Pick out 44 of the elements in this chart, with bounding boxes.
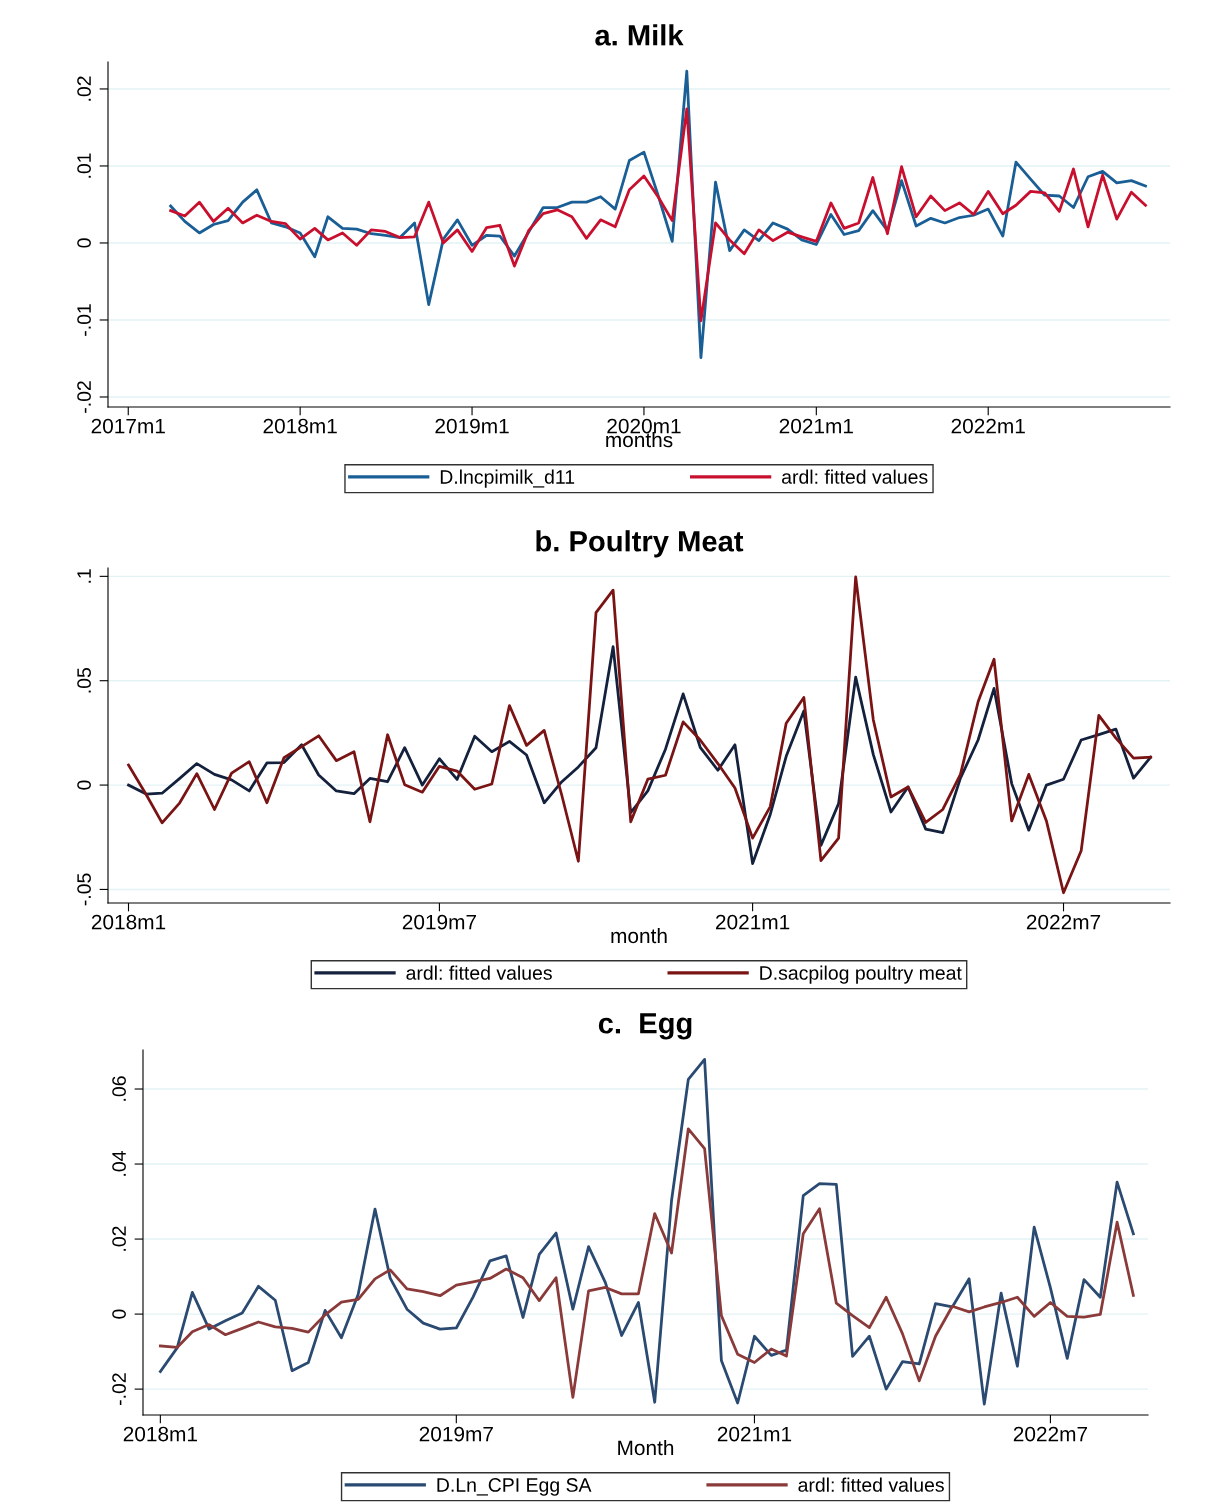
x-axis-title: month (611, 927, 667, 944)
legend-label: D.lncpimilk_d11 (440, 469, 575, 488)
y-tick-label: -.05 (77, 873, 91, 906)
y-tick-label: .1 (77, 569, 91, 583)
y-tick-label: .04 (112, 1151, 126, 1176)
line-series (169, 107, 1147, 323)
x-axis-title: Month (618, 1439, 674, 1456)
chart-title: c. Egg (598, 1013, 692, 1040)
legend-label: ardl: fitted values (798, 1477, 944, 1492)
legend-label: ardl: fitted values (782, 469, 928, 484)
y-tick-label: .01 (77, 153, 91, 178)
x-tick-label: 2021m1 (717, 1426, 792, 1442)
x-tick-label: 2019m1 (435, 418, 509, 434)
x-tick-label: 2022m7 (1026, 914, 1101, 930)
x-tick-label: 2022m7 (1013, 1426, 1088, 1442)
x-tick-label: 2022m1 (951, 418, 1025, 434)
y-tick-label: .02 (112, 1226, 126, 1251)
y-tick-label: -.02 (77, 381, 91, 413)
y-tick-label: 0 (77, 780, 91, 790)
x-axis-title: months (606, 431, 673, 448)
x-tick-label: 2020m1 (607, 418, 681, 434)
x-tick-label: 2019m7 (402, 914, 477, 930)
y-tick-label: 0 (112, 1309, 126, 1319)
line-series (158, 1057, 1135, 1406)
x-tick-label: 2017m1 (91, 418, 165, 434)
y-tick-label: 0 (77, 238, 91, 248)
x-tick-label: 2019m7 (419, 1426, 493, 1442)
y-tick-label: -.01 (77, 304, 91, 336)
y-tick-label: -.02 (112, 1373, 126, 1405)
y-tick-label: .05 (77, 668, 91, 693)
x-tick-label: 2018m1 (263, 418, 337, 434)
x-tick-label: 2021m1 (716, 914, 790, 930)
legend-label: ardl: fitted values (406, 965, 552, 980)
x-tick-label: 2021m1 (779, 418, 853, 434)
x-tick-label: 2018m1 (91, 914, 166, 930)
legend-label: D.Ln_CPI Egg SA (437, 1478, 592, 1496)
y-tick-label: .02 (77, 76, 91, 101)
chart-title: b. Poultry Meat (536, 530, 744, 558)
line-series (127, 575, 1153, 895)
line-series (158, 1127, 1135, 1399)
x-tick-label: 2018m1 (123, 1426, 197, 1442)
chart-title: a. Milk (595, 24, 684, 46)
y-tick-label: .06 (112, 1076, 126, 1101)
legend-label: D.sacpilog poultry meat (760, 965, 962, 984)
